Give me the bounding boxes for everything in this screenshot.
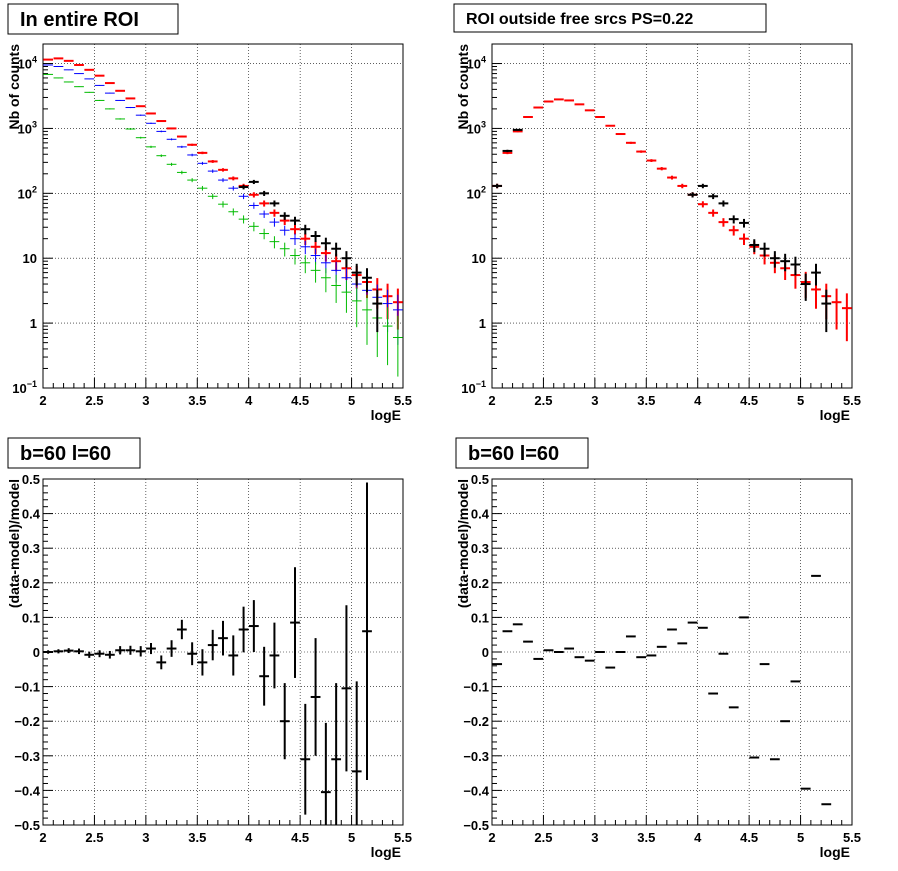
y-tick-label: 10−1 bbox=[461, 379, 486, 396]
x-tick-label: 2.5 bbox=[534, 393, 552, 408]
plot-frame bbox=[42, 478, 404, 826]
x-tick-label: 5.5 bbox=[843, 830, 861, 845]
y-tick-label: −0.2 bbox=[14, 714, 40, 729]
chart-title: In entire ROI bbox=[20, 9, 139, 31]
panel-bottom-right: b=60 l=60 2 2.5 3 3.5 4 4.5 5 5.5 −0.5 −0.4 −0.3 −0.… bbox=[455, 437, 861, 860]
y-tick-label: 10−1 bbox=[12, 379, 37, 396]
series-3 bbox=[238, 179, 383, 333]
x-tick-label: 2.5 bbox=[85, 830, 103, 845]
title-box bbox=[7, 437, 141, 469]
x-tick-label: 4 bbox=[694, 830, 702, 845]
x-tick-label: 4.5 bbox=[740, 830, 758, 845]
y-tick-label: 0.4 bbox=[471, 507, 490, 522]
chart-title: b=60 l=60 bbox=[468, 443, 559, 465]
y-tick-label: −0.3 bbox=[14, 749, 40, 764]
panel-top-left: In entire ROI 2 2.5 3 3.5 4 4.5 5 5.5 10−1 1 10 102 1… bbox=[6, 3, 412, 423]
x-axis-label: logE bbox=[820, 407, 850, 423]
y-tick-label: −0.4 bbox=[463, 783, 489, 798]
x-tick-label: 5 bbox=[797, 830, 804, 845]
y-tick-label: 0.3 bbox=[471, 541, 489, 556]
y-tick-label: −0.4 bbox=[14, 783, 40, 798]
x-tick-label: 4.5 bbox=[291, 830, 309, 845]
x-tick-label: 4.5 bbox=[740, 393, 758, 408]
y-axis-label: Nb of counts bbox=[455, 44, 471, 130]
series-0 bbox=[492, 574, 832, 806]
plot-frame bbox=[42, 43, 404, 389]
y-tick-label: 10 bbox=[472, 251, 486, 266]
x-tick-label: 2.5 bbox=[534, 830, 552, 845]
y-tick-label: 103 bbox=[467, 119, 486, 136]
series-0 bbox=[492, 98, 852, 342]
x-tick-label: 3 bbox=[591, 393, 598, 408]
y-tick-label: 0 bbox=[33, 645, 40, 660]
y-tick-label: 104 bbox=[467, 55, 486, 72]
y-axis-label: Nb of counts bbox=[6, 44, 22, 130]
x-tick-label: 5 bbox=[348, 393, 355, 408]
x-tick-label: 4 bbox=[694, 393, 702, 408]
x-tick-label: 5.5 bbox=[843, 393, 861, 408]
x-tick-label: 4 bbox=[245, 830, 253, 845]
x-axis-label: logE bbox=[371, 844, 401, 860]
y-tick-label: 0.2 bbox=[471, 576, 489, 591]
y-tick-label: 1 bbox=[30, 316, 37, 331]
y-tick-label: −0.5 bbox=[14, 818, 40, 833]
y-tick-label: −0.1 bbox=[14, 680, 40, 695]
x-tick-label: 5 bbox=[348, 830, 355, 845]
y-tick-label: 103 bbox=[18, 119, 37, 136]
y-tick-label: −0.1 bbox=[463, 680, 489, 695]
y-tick-label: 0.1 bbox=[471, 610, 489, 625]
x-tick-label: 4 bbox=[245, 393, 253, 408]
series-1 bbox=[492, 128, 832, 333]
y-tick-label: −0.3 bbox=[463, 749, 489, 764]
x-tick-label: 3 bbox=[142, 393, 149, 408]
series-0 bbox=[43, 57, 403, 330]
x-tick-label: 2 bbox=[39, 393, 46, 408]
x-tick-label: 3.5 bbox=[188, 830, 206, 845]
y-tick-label: 0.4 bbox=[22, 507, 41, 522]
y-tick-label: 0.5 bbox=[22, 472, 40, 487]
x-tick-label: 5.5 bbox=[394, 830, 412, 845]
y-tick-label: 0.3 bbox=[22, 541, 40, 556]
x-tick-label: 3.5 bbox=[637, 393, 655, 408]
x-tick-label: 3 bbox=[591, 830, 598, 845]
series-2 bbox=[43, 73, 403, 377]
y-tick-label: 1 bbox=[479, 316, 486, 331]
y-tick-label: 102 bbox=[18, 184, 37, 201]
x-tick-label: 2 bbox=[488, 393, 495, 408]
plot-frame bbox=[491, 478, 853, 826]
plot-frame bbox=[491, 43, 853, 389]
x-tick-label: 3.5 bbox=[188, 393, 206, 408]
x-axis-label: logE bbox=[371, 407, 401, 423]
y-tick-label: 0.5 bbox=[471, 472, 489, 487]
x-tick-label: 2 bbox=[488, 830, 495, 845]
y-axis-label: (data-model)/model bbox=[6, 479, 22, 608]
series-0 bbox=[43, 482, 372, 825]
panel-bottom-left: b=60 l=60 2 2.5 3 3.5 4 4.5 5 5.5 −0.5 −0.4 −0.3 −0.… bbox=[6, 437, 412, 860]
x-tick-label: 3 bbox=[142, 830, 149, 845]
y-tick-label: −0.2 bbox=[463, 714, 489, 729]
title-box bbox=[7, 3, 179, 35]
y-tick-label: 0 bbox=[482, 645, 489, 660]
title-box bbox=[455, 437, 589, 469]
x-tick-label: 5.5 bbox=[394, 393, 412, 408]
x-tick-label: 3.5 bbox=[637, 830, 655, 845]
x-axis-label: logE bbox=[820, 844, 850, 860]
y-axis-label: (data-model)/model bbox=[455, 479, 471, 608]
y-tick-label: 0.2 bbox=[22, 576, 40, 591]
chart-title: b=60 l=60 bbox=[20, 443, 111, 465]
title-box bbox=[453, 3, 767, 33]
panel-top-right: ROI outside free srcs PS=0.22 2 2.5 3 3.5 4 4.… bbox=[453, 3, 861, 423]
chart-title: ROI outside free srcs PS=0.22 bbox=[466, 11, 693, 28]
x-tick-label: 2 bbox=[39, 830, 46, 845]
x-tick-label: 5 bbox=[797, 393, 804, 408]
y-tick-label: 104 bbox=[18, 55, 37, 72]
y-tick-label: 102 bbox=[467, 184, 486, 201]
y-tick-label: 0.1 bbox=[22, 610, 40, 625]
y-tick-label: 10 bbox=[23, 251, 37, 266]
x-tick-label: 4.5 bbox=[291, 393, 309, 408]
y-tick-label: −0.5 bbox=[463, 818, 489, 833]
x-tick-label: 2.5 bbox=[85, 393, 103, 408]
